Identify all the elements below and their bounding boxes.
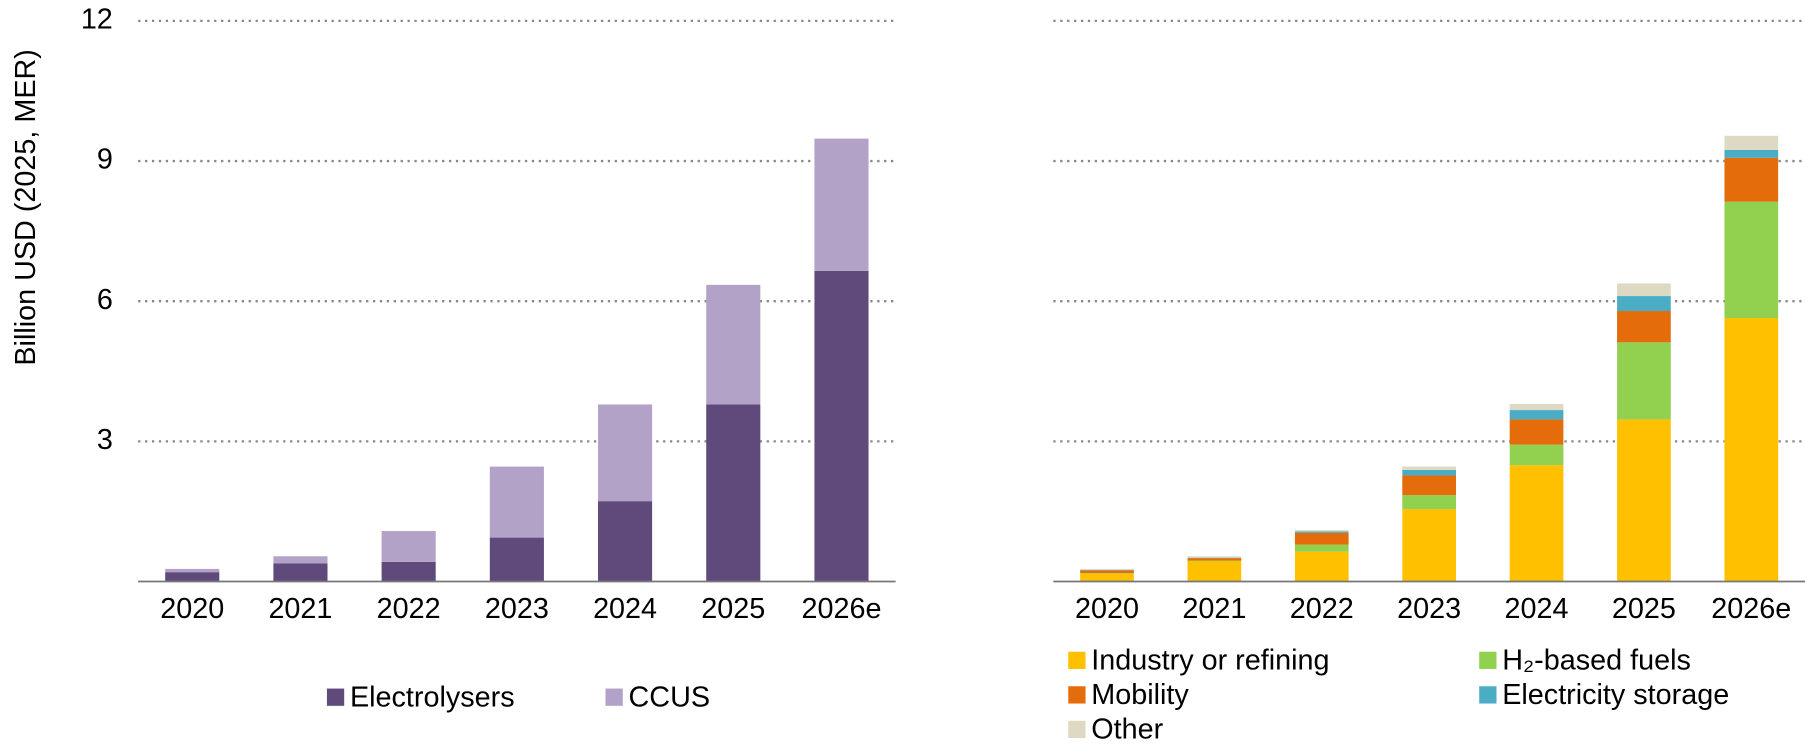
bar-segment — [1724, 201, 1779, 319]
x-tick-label: 2020 — [160, 593, 224, 625]
x-tick-label: 2025 — [701, 593, 765, 625]
bar-segment — [1617, 283, 1671, 297]
bar-segment — [489, 537, 544, 582]
bar-segment — [598, 404, 653, 502]
bar-segment — [1509, 465, 1564, 582]
bar-segment — [1617, 419, 1671, 582]
x-tick-label: 2026e — [1711, 593, 1791, 625]
x-tick-label: 2021 — [268, 593, 332, 625]
bar-segment — [1402, 509, 1456, 582]
legend-swatch — [605, 688, 623, 706]
bar-segment — [1402, 466, 1456, 470]
bar-segment — [1402, 469, 1456, 476]
y-tick-label: 12 — [81, 3, 113, 35]
y-tick-label: 3 — [97, 424, 113, 456]
bar-segment — [1509, 410, 1564, 420]
bar-segment — [1294, 531, 1349, 533]
bar-segment — [1080, 570, 1134, 574]
legend-label: Mobility — [1091, 679, 1189, 711]
bar-segment — [165, 572, 220, 582]
x-tick-label: 2025 — [1612, 593, 1676, 625]
x-tick-label: 2024 — [1505, 593, 1569, 625]
bar-segment — [1509, 419, 1564, 445]
bar-segment — [1509, 403, 1564, 411]
bar-segment — [489, 466, 544, 538]
bar-segment — [706, 284, 761, 405]
bar-segment — [1294, 530, 1349, 532]
y-tick-label: 9 — [97, 144, 113, 176]
bar-segment — [1724, 135, 1779, 150]
legend-label: Other — [1091, 714, 1163, 744]
legend-swatch — [1479, 651, 1497, 669]
bar-segment — [1187, 556, 1242, 558]
bar-segment — [381, 561, 436, 582]
legend-label: Electrolysers — [350, 682, 515, 714]
bar-segment — [1402, 495, 1456, 510]
bar-segment — [1187, 560, 1242, 582]
bar-segment — [381, 531, 436, 562]
legend-label: CCUS — [629, 682, 711, 714]
legend-label: H₂-based fuels — [1502, 645, 1691, 677]
x-tick-label: 2026e — [801, 593, 881, 625]
bar-segment — [706, 404, 761, 582]
legend-swatch — [1479, 686, 1497, 704]
x-tick-label: 2021 — [1182, 593, 1246, 625]
legend-swatch — [1068, 686, 1086, 704]
y-axis-label: Billion USD (2025, MER) — [10, 49, 42, 366]
bar-segment — [598, 501, 653, 582]
x-tick-label: 2022 — [1290, 593, 1354, 625]
bar-segment — [814, 138, 869, 271]
x-tick-label: 2023 — [1397, 593, 1461, 625]
x-tick-label: 2023 — [485, 593, 549, 625]
bar-segment — [273, 563, 328, 582]
legend-label: Industry or refining — [1091, 645, 1329, 677]
bar-segment — [165, 568, 220, 573]
legend-label: Electricity storage — [1502, 679, 1729, 711]
bar-segment — [1724, 149, 1779, 158]
bar-segment — [1509, 444, 1564, 466]
bar-segment — [1080, 568, 1134, 570]
legend-swatch — [1068, 720, 1086, 739]
x-tick-label: 2022 — [377, 593, 441, 625]
x-tick-label: 2024 — [593, 593, 657, 625]
y-tick-label: 6 — [97, 284, 113, 316]
bar-segment — [1724, 318, 1779, 582]
bar-segment — [1294, 532, 1349, 545]
x-tick-label: 2020 — [1075, 593, 1139, 625]
bar-segment — [1294, 551, 1349, 582]
bar-segment — [1402, 475, 1456, 496]
legend-swatch — [326, 688, 345, 706]
bar-segment — [1617, 311, 1671, 343]
bar-segment — [1187, 558, 1242, 561]
bar-segment — [814, 270, 869, 582]
bar-segment — [1724, 157, 1779, 202]
bar-segment — [1617, 342, 1671, 420]
bar-segment — [1080, 573, 1134, 582]
bar-segment — [1294, 544, 1349, 552]
legend-swatch — [1068, 651, 1086, 669]
bar-segment — [1617, 296, 1671, 312]
bar-segment — [273, 556, 328, 564]
